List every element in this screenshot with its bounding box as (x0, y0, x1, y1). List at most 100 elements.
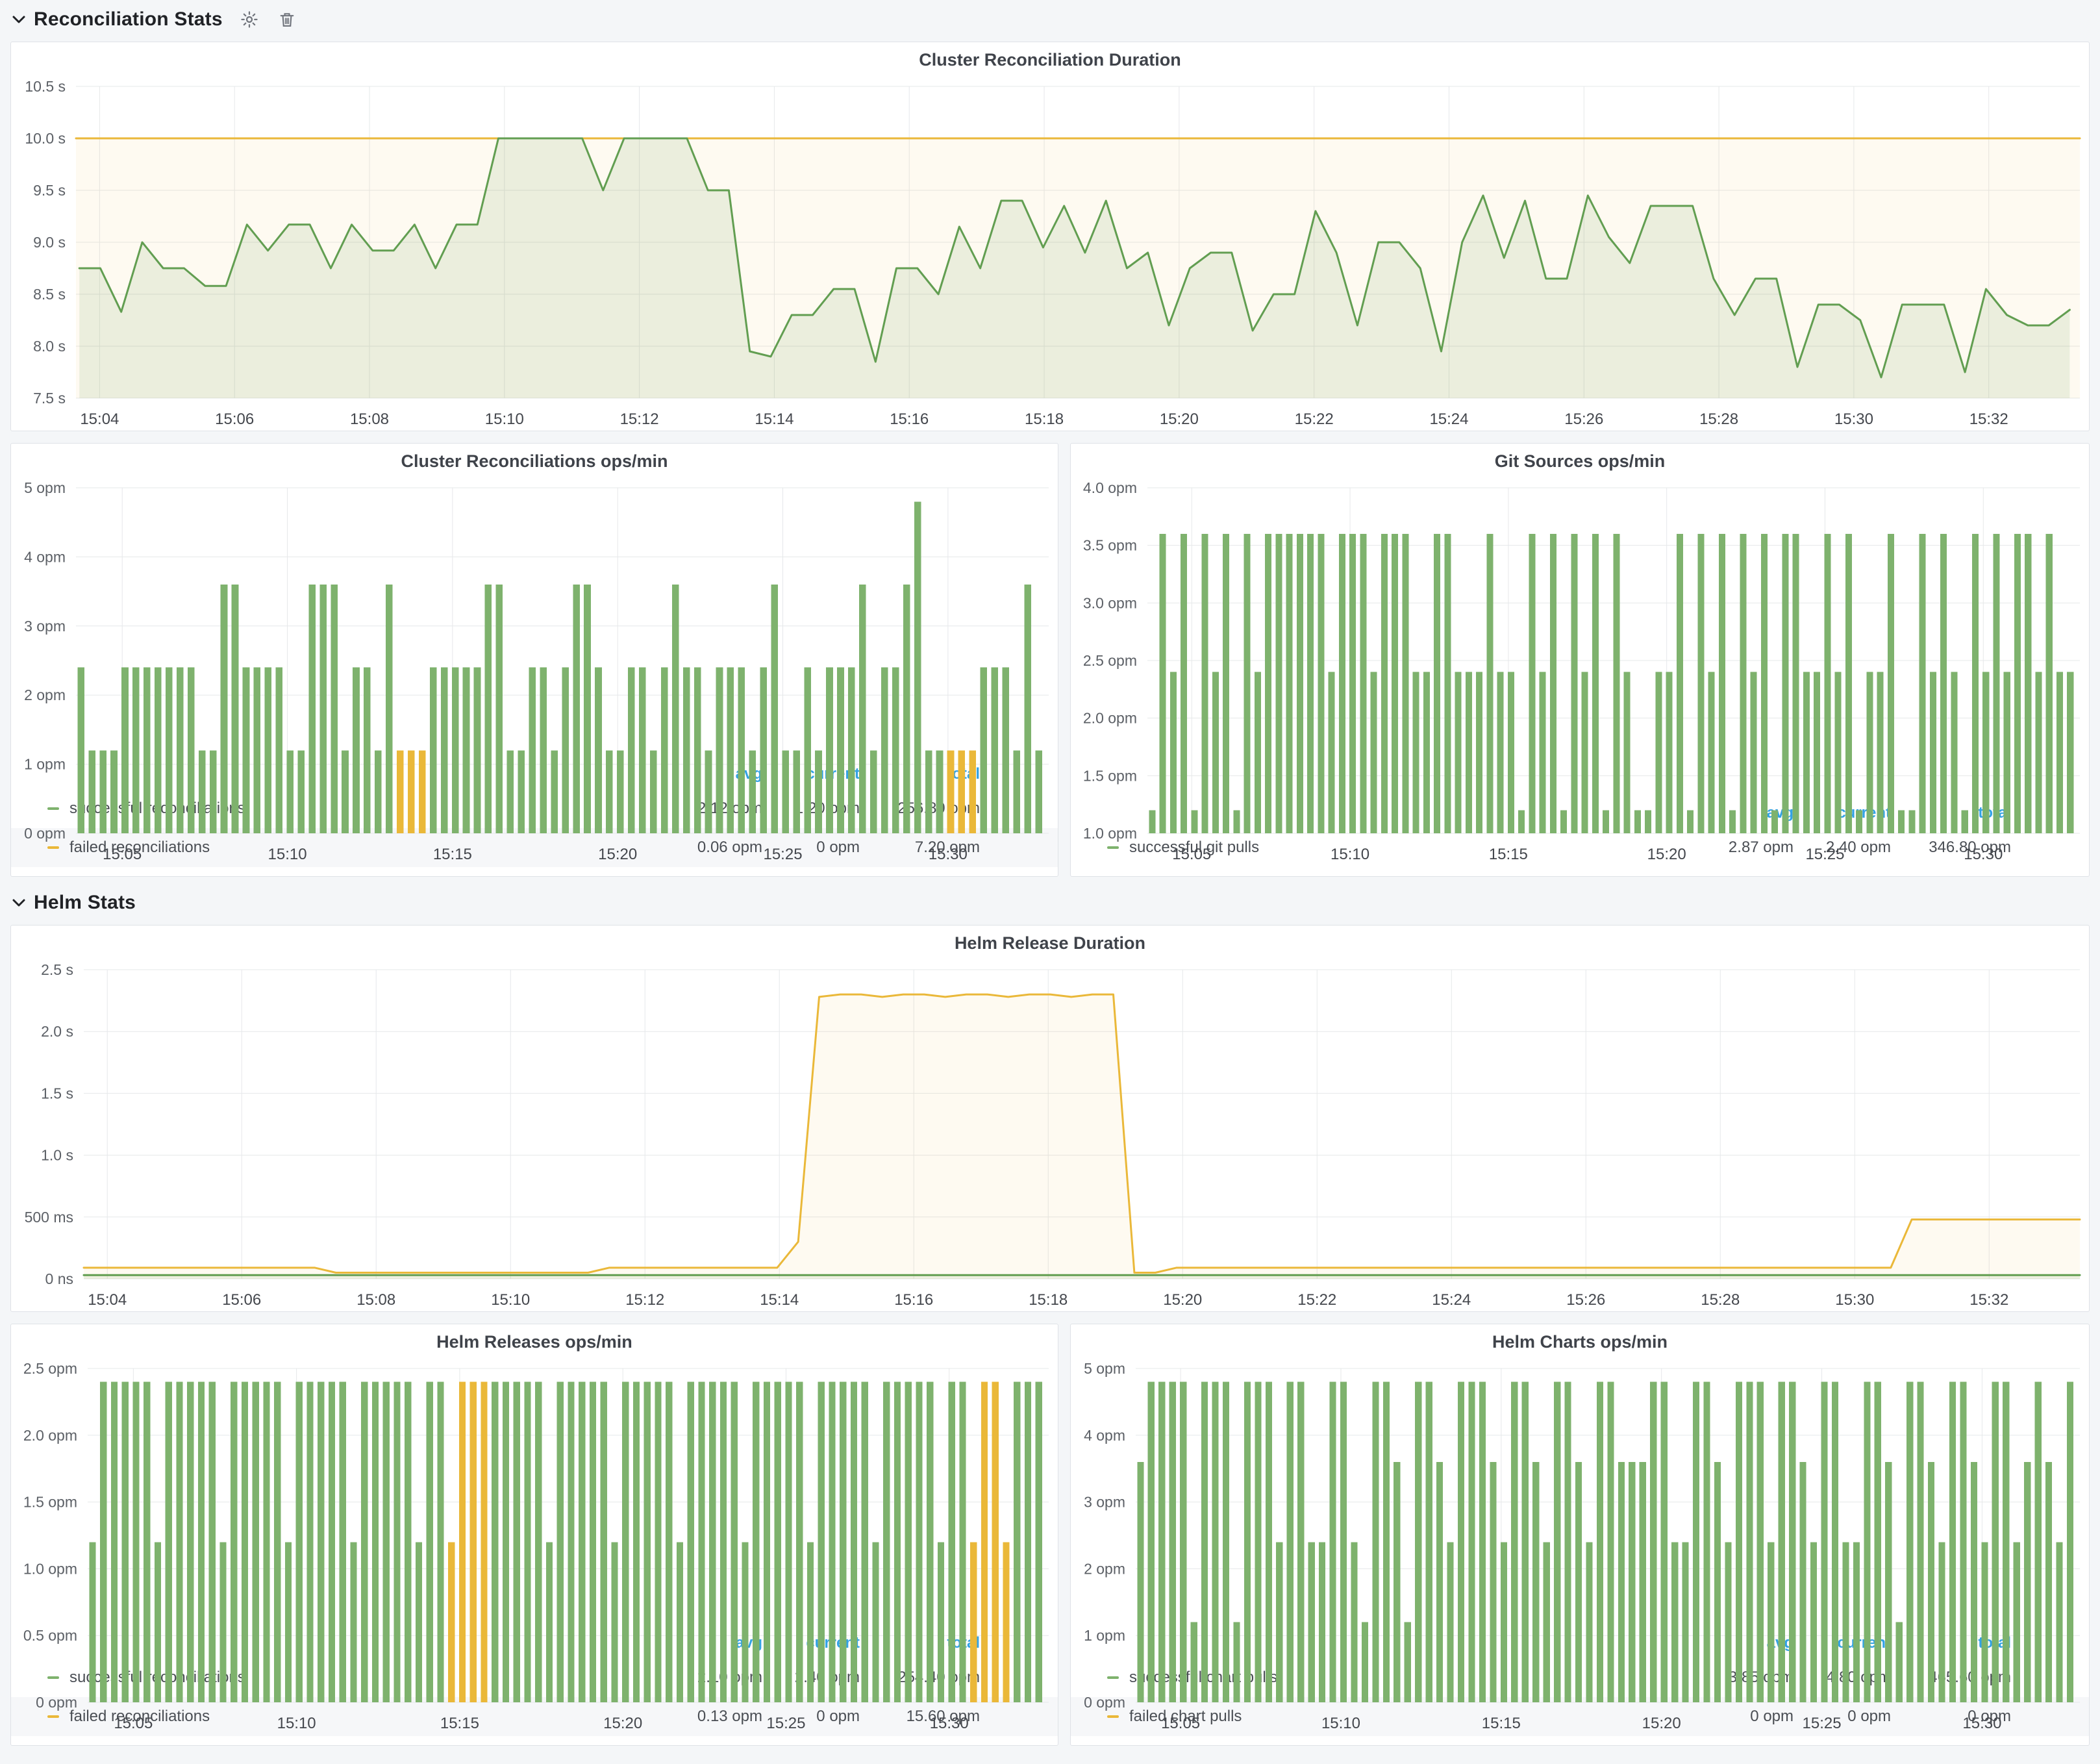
trash-icon[interactable] (276, 8, 298, 31)
svg-text:2 opm: 2 opm (24, 687, 66, 703)
svg-text:15:20: 15:20 (1160, 410, 1199, 428)
svg-text:15:30: 15:30 (1962, 1715, 2001, 1732)
chart-canvas: 0 opm1 opm2 opm3 opm4 opm5 opm15:0515:10… (11, 479, 1058, 866)
svg-text:15:05: 15:05 (103, 846, 142, 863)
panel-helm-releases-ops: Helm Releases ops/min 0 opm0.5 opm1.0 op… (10, 1324, 1058, 1746)
svg-text:2.0 s: 2.0 s (41, 1023, 73, 1040)
svg-text:5 opm: 5 opm (1084, 1360, 1125, 1377)
svg-text:1.0 opm: 1.0 opm (1083, 825, 1137, 842)
svg-text:15:05: 15:05 (1161, 1715, 1200, 1732)
svg-text:0 ns: 0 ns (45, 1270, 73, 1287)
svg-text:1 opm: 1 opm (1084, 1627, 1125, 1644)
svg-text:15:15: 15:15 (440, 1715, 479, 1732)
chevron-down-icon[interactable] (10, 894, 27, 911)
svg-text:15:10: 15:10 (485, 410, 524, 428)
svg-text:15:14: 15:14 (760, 1291, 799, 1309)
svg-text:15:05: 15:05 (1172, 846, 1211, 863)
svg-text:15:10: 15:10 (1331, 846, 1369, 863)
svg-text:15:06: 15:06 (222, 1291, 261, 1309)
svg-text:3 opm: 3 opm (1084, 1494, 1125, 1511)
svg-text:15:30: 15:30 (1964, 846, 2003, 863)
panel-title[interactable]: Git Sources ops/min (1071, 444, 2089, 479)
svg-text:3.5 opm: 3.5 opm (1083, 537, 1137, 554)
svg-text:15:32: 15:32 (1969, 410, 2008, 428)
panel-title[interactable]: Helm Release Duration (11, 926, 2089, 961)
panel-cluster-reconciliation-duration: Cluster Reconciliation Duration 7.5 s8.0… (10, 42, 2090, 431)
section-header-reconciliation: Reconciliation Stats (10, 1, 2090, 38)
chart-helm-charts-ops[interactable]: 0 opm1 opm2 opm3 opm4 opm5 opm15:0515:10… (1071, 1359, 2089, 1627)
svg-text:15:04: 15:04 (88, 1291, 127, 1309)
svg-text:15:25: 15:25 (766, 1715, 805, 1732)
svg-text:4 opm: 4 opm (1084, 1427, 1125, 1444)
svg-text:0 opm: 0 opm (24, 825, 66, 842)
svg-text:3 opm: 3 opm (24, 618, 66, 635)
svg-text:500 ms: 500 ms (25, 1209, 73, 1226)
svg-text:15:26: 15:26 (1566, 1291, 1605, 1309)
panel-title[interactable]: Helm Charts ops/min (1071, 1324, 2089, 1359)
svg-text:0 opm: 0 opm (36, 1694, 77, 1711)
panel-title[interactable]: Cluster Reconciliations ops/min (11, 444, 1058, 479)
svg-text:2.0 opm: 2.0 opm (1083, 710, 1137, 727)
svg-text:0 opm: 0 opm (1084, 1694, 1125, 1711)
svg-text:15:10: 15:10 (491, 1291, 530, 1309)
svg-text:15:18: 15:18 (1029, 1291, 1068, 1309)
svg-text:15:04: 15:04 (80, 410, 119, 428)
svg-text:4.0 opm: 4.0 opm (1083, 479, 1137, 496)
svg-text:2.0 opm: 2.0 opm (23, 1427, 77, 1444)
svg-text:9.0 s: 9.0 s (33, 234, 66, 251)
svg-text:15:20: 15:20 (603, 1715, 642, 1732)
svg-text:2 opm: 2 opm (1084, 1560, 1125, 1577)
svg-text:1.5 opm: 1.5 opm (1083, 767, 1137, 784)
svg-text:15:25: 15:25 (763, 846, 802, 863)
svg-text:1.5 opm: 1.5 opm (23, 1494, 77, 1511)
chart-canvas: 7.5 s8.0 s8.5 s9.0 s9.5 s10.0 s10.5 s15:… (11, 77, 2089, 431)
section-title[interactable]: Reconciliation Stats (34, 8, 223, 31)
chart-canvas: 1.0 opm1.5 opm2.0 opm2.5 opm3.0 opm3.5 o… (1071, 479, 2089, 866)
panel-helm-release-duration: Helm Release Duration 0 ns 500 ms 1.0 s 1.5… (10, 925, 2090, 1312)
svg-text:15:30: 15:30 (1834, 410, 1873, 428)
svg-text:15:30: 15:30 (930, 1715, 969, 1732)
svg-text:1.5 s: 1.5 s (41, 1085, 73, 1102)
svg-text:15:20: 15:20 (598, 846, 637, 863)
svg-text:8.0 s: 8.0 s (33, 338, 66, 355)
svg-text:15:18: 15:18 (1025, 410, 1064, 428)
panel-helm-charts-ops: Helm Charts ops/min 0 opm 1 opm 2 opm 3 opm… (1070, 1324, 2090, 1746)
svg-text:15:16: 15:16 (894, 1291, 933, 1309)
panel-cluster-reconciliations-ops: Cluster Reconciliations ops/min 0 opm 1 o… (10, 443, 1058, 877)
svg-text:15:08: 15:08 (356, 1291, 395, 1309)
svg-text:15:32: 15:32 (1969, 1291, 2008, 1309)
svg-text:8.5 s: 8.5 s (33, 286, 66, 303)
svg-text:15:24: 15:24 (1432, 1291, 1471, 1309)
svg-text:15:24: 15:24 (1429, 410, 1468, 428)
panel-title[interactable]: Helm Releases ops/min (11, 1324, 1058, 1359)
section-title[interactable]: Helm Stats (34, 892, 136, 914)
svg-text:15:20: 15:20 (1163, 1291, 1202, 1309)
chart-helm-releases-ops[interactable]: 0 opm0.5 opm1.0 opm1.5 opm2.0 opm2.5 opm… (11, 1359, 1058, 1627)
svg-text:1.0 s: 1.0 s (41, 1147, 73, 1164)
dashboard: Reconciliation Stats Cluster Reconciliat… (0, 0, 2100, 1756)
section-header-helm: Helm Stats (10, 885, 2090, 921)
svg-text:15:28: 15:28 (1701, 1291, 1740, 1309)
svg-text:1 opm: 1 opm (24, 756, 66, 773)
chart-helm-release-duration[interactable]: 0 ns 500 ms 1.0 s 1.5 s 2.0 s 2.5 s 15:04 15:06… (11, 961, 2089, 1311)
svg-text:15:12: 15:12 (625, 1291, 664, 1309)
svg-text:9.5 s: 9.5 s (33, 182, 66, 199)
chart-git-sources-ops[interactable]: 1.0 opm1.5 opm2.0 opm2.5 opm3.0 opm3.5 o… (1071, 479, 2089, 797)
svg-text:15:08: 15:08 (350, 410, 389, 428)
chart-cluster-reconciliation-duration[interactable]: 7.5 s8.0 s8.5 s9.0 s9.5 s10.0 s10.5 s15:… (11, 77, 2089, 431)
svg-text:15:15: 15:15 (433, 846, 472, 863)
svg-text:15:22: 15:22 (1297, 1291, 1336, 1309)
chevron-down-icon[interactable] (10, 11, 27, 28)
svg-text:15:12: 15:12 (620, 410, 659, 428)
svg-text:15:30: 15:30 (1835, 1291, 1874, 1309)
gear-icon[interactable] (238, 8, 260, 31)
svg-text:15:14: 15:14 (755, 410, 794, 428)
panel-title[interactable]: Cluster Reconciliation Duration (11, 42, 2089, 77)
svg-text:15:20: 15:20 (1647, 846, 1686, 863)
chart-canvas: 0 opm0.5 opm1.0 opm1.5 opm2.0 opm2.5 opm… (11, 1359, 1058, 1735)
svg-text:2.5 opm: 2.5 opm (1083, 652, 1137, 669)
svg-text:15:10: 15:10 (1321, 1715, 1360, 1732)
chart-cluster-reconciliations-ops[interactable]: 0 opm1 opm2 opm3 opm4 opm5 opm15:0515:10… (11, 479, 1058, 758)
svg-text:2.5 s: 2.5 s (41, 961, 73, 978)
svg-text:15:15: 15:15 (1489, 846, 1528, 863)
